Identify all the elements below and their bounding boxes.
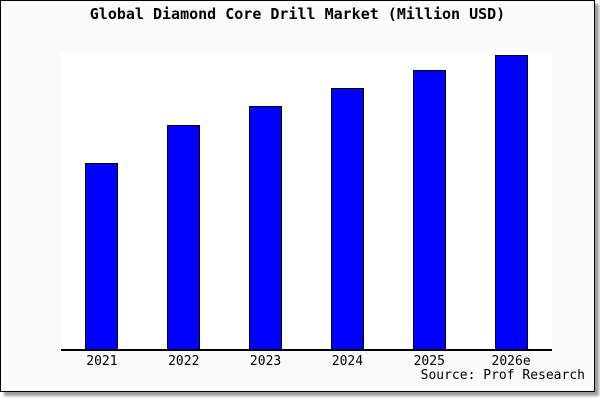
source-note: Source: Prof Research [420,368,585,383]
x-tick-label-2024: 2024 [331,354,364,369]
chart-title: Global Diamond Core Drill Market (Millio… [89,5,506,23]
bar-2026e [494,55,528,351]
bar-2025 [412,70,446,351]
bar-2023 [249,106,283,351]
x-axis-line [61,349,552,351]
x-tick-label-2022: 2022 [168,354,200,369]
bar-2024 [330,88,364,351]
bar-2022 [167,125,201,351]
bar-2021 [85,163,119,351]
x-tick-label-2023: 2023 [249,354,282,369]
plot-area [61,52,552,351]
x-tick-label-2026e: 2026e [491,354,531,369]
x-tick-label-2021: 2021 [86,354,118,369]
x-tick-label-2025: 2025 [413,354,445,369]
chart-panel: Global Diamond Core Drill Market (Millio… [0,0,595,392]
